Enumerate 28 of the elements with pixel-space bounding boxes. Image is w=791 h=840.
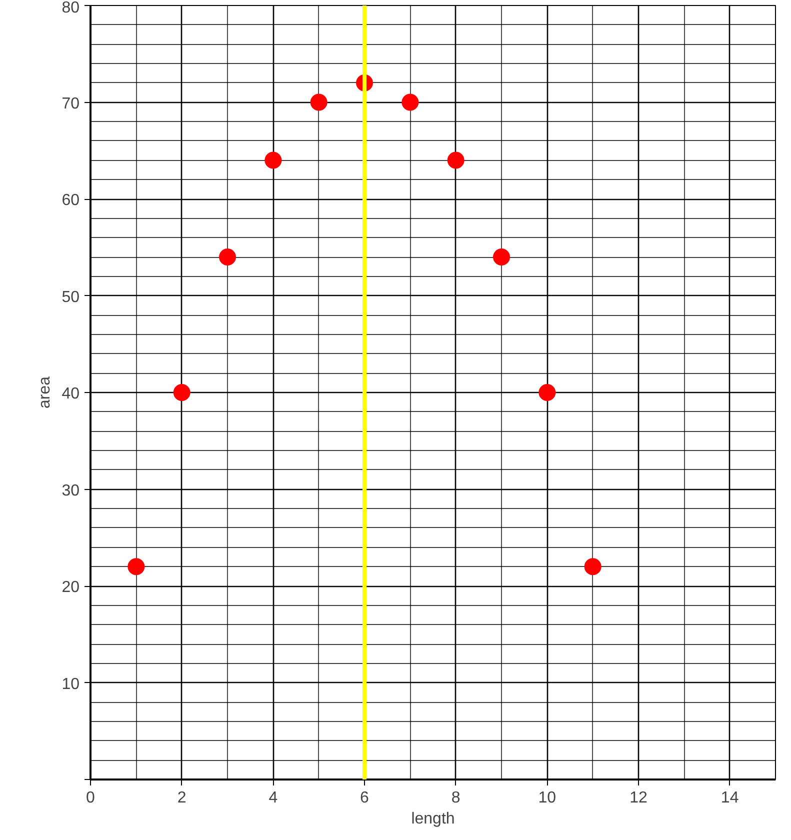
point — [264, 152, 282, 169]
x-tick-label: 0 — [86, 790, 96, 806]
y-tick-label: 60 — [62, 192, 80, 209]
y-tick-label: 50 — [62, 288, 80, 306]
x-tick-label: 2 — [177, 790, 186, 806]
y-tick-label: 70 — [62, 95, 80, 112]
y-tick-label: 20 — [62, 579, 80, 596]
x-tick-label: 6 — [360, 790, 370, 806]
point — [447, 152, 464, 169]
y-tick-label: 30 — [62, 482, 80, 500]
point — [173, 384, 190, 401]
x-tick-label: 10 — [538, 790, 556, 806]
y-axis-title: area — [36, 376, 54, 409]
x-axis-title: length — [411, 810, 455, 828]
y-tick-label: 10 — [62, 676, 80, 693]
x-tick-label: 12 — [630, 790, 648, 806]
point — [128, 558, 145, 576]
point — [402, 94, 419, 111]
y-tick-label: 80 — [62, 0, 80, 16]
point — [538, 384, 556, 401]
y-tick-label: 40 — [62, 386, 80, 402]
point — [493, 248, 510, 266]
point — [584, 558, 602, 576]
point — [310, 94, 328, 111]
x-tick-label: 8 — [451, 790, 460, 806]
x-tick-label: 14 — [720, 790, 739, 806]
x-tick-label: 4 — [268, 790, 278, 806]
point — [219, 248, 236, 266]
